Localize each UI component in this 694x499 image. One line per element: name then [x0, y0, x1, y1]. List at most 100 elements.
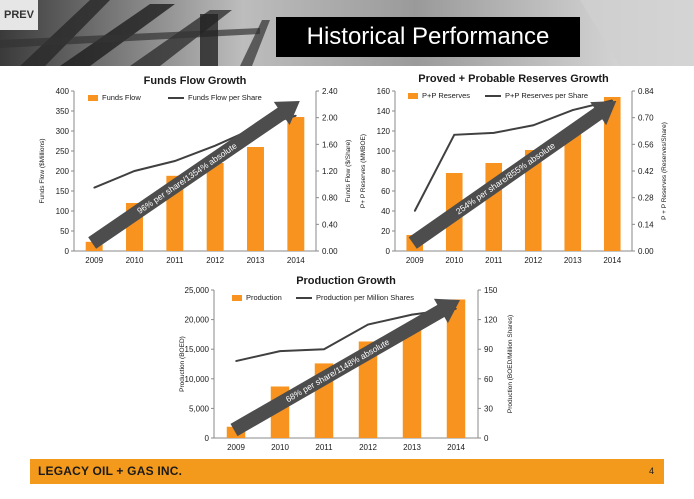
x-tick-label: 2013: [403, 443, 421, 452]
line-point: [492, 132, 495, 134]
y2-tick-label: 1.60: [322, 140, 338, 149]
y2-tick-label: 60: [484, 375, 493, 384]
x-tick-label: 2010: [445, 256, 463, 265]
bar: [287, 117, 305, 251]
page-number: 4: [648, 466, 654, 476]
bar: [603, 97, 621, 251]
bar: [446, 299, 466, 438]
x-tick-label: 2013: [564, 256, 582, 265]
series-line: [413, 99, 613, 212]
x-tick-label: 2009: [85, 256, 103, 265]
y2-tick-label: 0.70: [638, 114, 654, 123]
footer-bar: LEGACY OIL + GAS INC. 4: [30, 459, 664, 484]
line-point: [367, 323, 369, 326]
y-tick-label: 20,000: [185, 316, 210, 325]
bar: [85, 241, 103, 251]
x-tick-label: 2011: [315, 443, 333, 452]
y2-tick-label: 1.20: [322, 167, 338, 176]
line-point: [235, 360, 237, 362]
y-tick-label: 15,000: [185, 345, 210, 354]
line-point: [532, 124, 535, 127]
x-tick-label: 2010: [271, 443, 289, 452]
header-banner: PREV Historical Performance: [0, 0, 694, 66]
y2-tick-label: 0.84: [638, 87, 654, 96]
line-point: [571, 109, 574, 111]
line-point: [611, 99, 614, 102]
page-title: Historical Performance: [276, 17, 580, 57]
y2-tick-label: 0: [484, 434, 489, 443]
legend-label: Production: [246, 293, 282, 302]
funds-flow-chart: Funds Flow Growth 0 50 100 150 200 250 300 350 40…: [39, 75, 352, 265]
y2-tick-label: 0.14: [638, 220, 654, 229]
y-axis-label: P+ P Reserves (MMBOE): [360, 134, 367, 208]
y-axis-label: Funds Flow ($Millions): [39, 138, 46, 203]
y-tick-label: 80: [381, 167, 390, 176]
legend-label: P+P Reserves: [422, 91, 470, 100]
legend-label: Production per Million Shares: [316, 293, 414, 302]
y-tick-label: 160: [377, 87, 391, 96]
series-line: [235, 307, 457, 363]
chart-title: Proved + Probable Reserves Growth: [418, 73, 609, 85]
production-chart: Production Growth 0 5,000 10,000 15,000 20,00…: [179, 275, 514, 452]
y-tick-label: 5,000: [189, 404, 210, 413]
y2-tick-label: 0.42: [638, 167, 654, 176]
x-tick-label: 2012: [524, 256, 542, 265]
prev-button[interactable]: PREV: [0, 0, 38, 30]
y2-tick-label: 90: [484, 345, 493, 354]
y2-tick-label: 0.40: [322, 220, 338, 229]
y-tick-label: 40: [381, 207, 390, 216]
y-tick-label: 140: [377, 107, 391, 116]
legend-bar-swatch: [88, 95, 98, 101]
legend-bar-swatch: [408, 93, 418, 99]
reserves-chart: Proved + Probable Reserves Growth 0 20 40 60…: [360, 73, 668, 265]
y-tick-label: 25,000: [185, 286, 210, 295]
bar: [247, 147, 264, 251]
line-point: [174, 160, 176, 162]
line-point: [279, 350, 281, 352]
legend-bar-swatch: [232, 295, 242, 301]
line-point: [323, 348, 325, 351]
x-tick-label: 2010: [126, 256, 144, 265]
y2-tick-label: 0.80: [322, 194, 338, 203]
x-tick-label: 2009: [227, 443, 245, 452]
y-axis-label: Production (BOED): [179, 336, 186, 392]
x-tick-label: 2014: [447, 443, 465, 452]
bar: [206, 163, 224, 251]
y2-tick-label: 2.00: [322, 114, 338, 123]
y-tick-label: 10,000: [185, 375, 210, 384]
line-point: [411, 313, 413, 316]
legend-label: Funds Flow: [102, 93, 141, 102]
y-tick-label: 100: [377, 147, 391, 156]
y-tick-label: 100: [56, 207, 70, 216]
y-tick-label: 300: [56, 127, 70, 136]
line-point: [295, 114, 297, 117]
x-tick-label: 2009: [406, 256, 424, 265]
chart-title: Funds Flow Growth: [144, 75, 247, 87]
bar: [524, 150, 542, 251]
y2-tick-label: 0.56: [638, 140, 654, 149]
y2-tick-label: 0.00: [638, 247, 654, 256]
y-tick-label: 400: [56, 87, 70, 96]
y-tick-label: 350: [56, 107, 70, 116]
y-tick-label: 0: [386, 247, 391, 256]
y2-tick-label: 30: [484, 404, 493, 413]
y-tick-label: 250: [56, 147, 70, 156]
y2-tick-label: 120: [484, 316, 498, 325]
y2-axis-label: Funds Flow ($/Share): [345, 140, 352, 203]
growth-arrow: [88, 101, 300, 249]
company-name: LEGACY OIL + GAS INC.: [38, 464, 183, 478]
y-tick-label: 60: [381, 187, 390, 196]
line-point: [413, 210, 416, 212]
legend-label: Funds Flow per Share: [188, 93, 262, 102]
x-tick-label: 2012: [359, 443, 377, 452]
y-tick-label: 200: [56, 167, 70, 176]
x-tick-label: 2014: [287, 256, 305, 265]
growth-arrow: [230, 298, 460, 437]
y-tick-label: 120: [377, 127, 391, 136]
bar: [358, 341, 378, 438]
y-tick-label: 150: [56, 187, 70, 196]
x-tick-label: 2012: [206, 256, 224, 265]
y2-tick-label: 0.00: [322, 247, 338, 256]
y2-axis-label: P + P Reserves (Reserves/Share): [661, 122, 668, 220]
growth-annotation: 254% per share/855% absolute: [454, 140, 557, 216]
